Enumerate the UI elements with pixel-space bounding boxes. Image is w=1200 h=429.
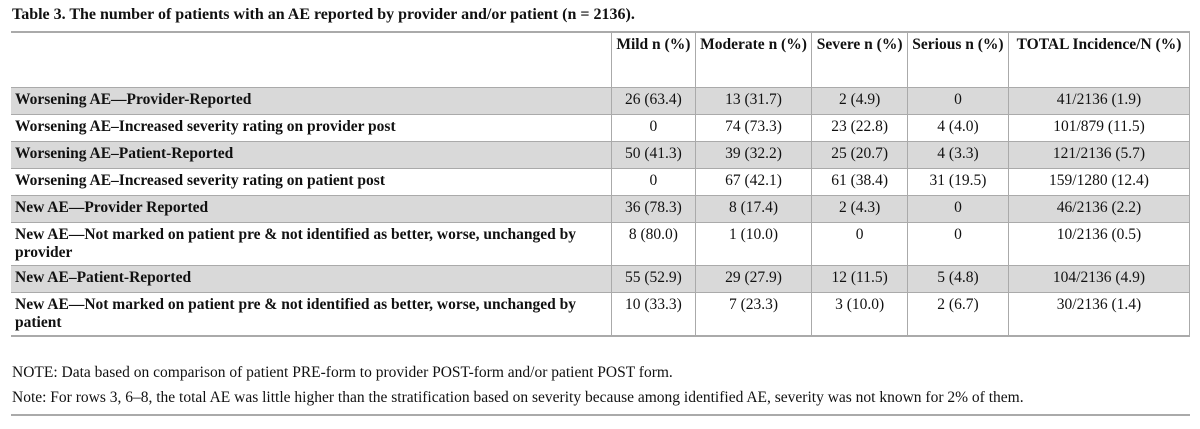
table-cell: 101/879 (11.5) [1008,114,1190,142]
table-row: New AE—Provider Reported 36 (78.3) 8 (17.4… [11,195,1190,223]
table-cell: 39 (32.2) [694,141,813,169]
table-cell: 7 (23.3) [694,292,813,337]
table-cell: 4 (4.0) [906,114,1010,142]
table-cell: 74 (73.3) [694,114,813,142]
table-row: Worsening AE—Provider-Reported 26 (63.4) 1… [11,87,1190,115]
row-label: Worsening AE–Increased severity rating o… [11,168,612,196]
table-row: Worsening AE–Increased severity rating o… [11,114,1190,142]
divider [11,414,1190,416]
table-cell: 31 (19.5) [906,168,1010,196]
table-cell: 26 (63.4) [611,87,696,115]
table-cell: 12 (11.5) [811,265,908,293]
row-label: New AE–Patient-Reported [11,265,612,293]
table-cell: 13 (31.7) [694,87,813,115]
row-label: Worsening AE–Patient-Reported [11,141,612,169]
table-cell: 8 (80.0) [611,222,696,266]
table-cell: 0 [611,114,696,142]
ae-table: Mild n (%) Moderate n (%) Severe n (%) Seri… [11,31,1190,337]
table-cell: 121/2136 (5.7) [1008,141,1190,169]
table-cell: 159/1280 (12.4) [1008,168,1190,196]
table-row: Worsening AE–Increased severity rating o… [11,168,1190,196]
table-cell: 0 [906,195,1010,223]
table-cell: 61 (38.4) [811,168,908,196]
table-header: Mild n (%) Moderate n (%) Severe n (%) Seri… [11,31,1190,88]
column-header: Mild n (%) [611,31,696,88]
table-cell: 2 (4.3) [811,195,908,223]
note-1: NOTE: Data based on comparison of patien… [12,364,673,381]
table-cell: 2 (4.9) [811,87,908,115]
column-header: TOTAL Incidence/N (%) [1008,31,1190,88]
table-notes: NOTE: Data based on comparison of patien… [12,360,1024,410]
table-cell: 3 (10.0) [811,292,908,337]
column-header: Severe n (%) [811,31,908,88]
table-cell: 0 [906,222,1010,266]
table-cell: 67 (42.1) [694,168,813,196]
table-cell: 1 (10.0) [694,222,813,266]
table-cell: 10 (33.3) [611,292,696,337]
row-label: Worsening AE—Provider-Reported [11,87,612,115]
table-cell: 29 (27.9) [694,265,813,293]
table-cell: 4 (3.3) [906,141,1010,169]
table-cell: 36 (78.3) [611,195,696,223]
column-header: Moderate n (%) [694,31,813,88]
table-cell: 50 (41.3) [611,141,696,169]
table-cell: 8 (17.4) [694,195,813,223]
table-cell: 30/2136 (1.4) [1008,292,1190,337]
column-header: Serious n (%) [906,31,1010,88]
row-label: New AE—Not marked on patient pre & not i… [11,292,612,337]
table-cell: 25 (20.7) [811,141,908,169]
table-row: New AE–Patient-Reported 55 (52.9) 29 (27.9… [11,265,1190,293]
column-header [11,31,612,88]
table-cell: 0 [611,168,696,196]
row-label: Worsening AE–Increased severity rating o… [11,114,612,142]
table-cell: 2 (6.7) [906,292,1010,337]
table-row: New AE—Not marked on patient pre & not i… [11,222,1190,266]
table-cell: 104/2136 (4.9) [1008,265,1190,293]
table-row: Worsening AE–Patient-Reported 50 (41.3) 39… [11,141,1190,169]
table-cell: 46/2136 (2.2) [1008,195,1190,223]
row-label: New AE—Not marked on patient pre & not i… [11,222,612,266]
table-cell: 0 [811,222,908,266]
table-row: New AE—Not marked on patient pre & not i… [11,292,1190,337]
row-label: New AE—Provider Reported [11,195,612,223]
table-title: Table 3. The number of patients with an … [12,6,635,23]
table-cell: 10/2136 (0.5) [1008,222,1190,266]
table-cell: 5 (4.8) [906,265,1010,293]
note-2: Note: For rows 3, 6–8, the total AE was … [12,389,1024,406]
table-cell: 41/2136 (1.9) [1008,87,1190,115]
table-cell: 55 (52.9) [611,265,696,293]
table-cell: 23 (22.8) [811,114,908,142]
table-cell: 0 [906,87,1010,115]
